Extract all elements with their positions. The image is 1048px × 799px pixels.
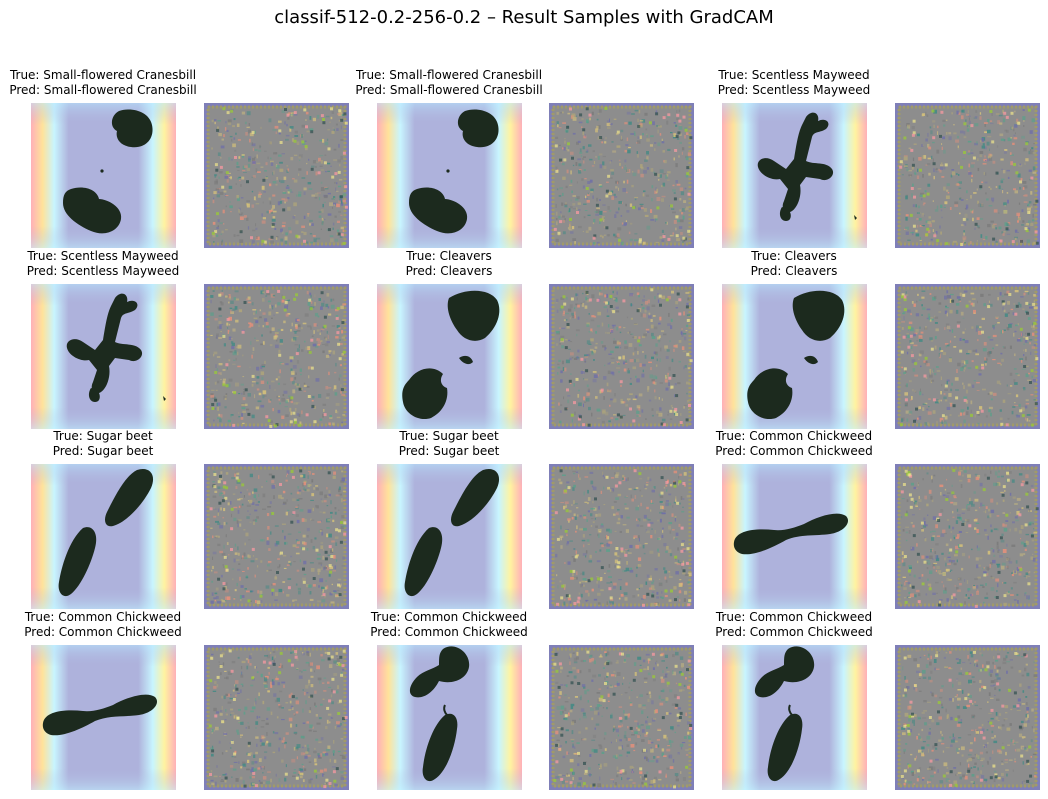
plant-silhouette: [733, 513, 849, 555]
true-label: True: Common Chickweed: [715, 429, 873, 443]
gradcam-heatmap: [549, 284, 694, 429]
pred-label: Pred: Small-flowered Cranesbill: [355, 83, 543, 97]
plant-sample-image: [377, 464, 522, 609]
sample-caption: True: Scentless Mayweed Pred: Scentless M…: [679, 68, 909, 98]
pred-label: Pred: Cleavers: [750, 264, 838, 278]
plant-silhouette: [402, 290, 500, 420]
plant-silhouette: [757, 112, 857, 221]
true-label: True: Common Chickweed: [370, 610, 528, 624]
plant-sample-image: [31, 464, 176, 609]
sample-caption: True: Cleavers Pred: Cleavers: [334, 249, 564, 279]
gradcam-heatmap: [895, 103, 1040, 248]
true-label: True: Cleavers: [751, 249, 837, 263]
plant-silhouette: [754, 646, 815, 782]
plant-sample-image: [722, 103, 867, 248]
true-label: True: Scentless Mayweed: [718, 68, 870, 82]
gradcam-heatmap: [549, 645, 694, 790]
pred-label: Pred: Sugar beet: [398, 444, 500, 458]
plant-sample-image: [31, 645, 176, 790]
true-label: True: Common Chickweed: [24, 610, 182, 624]
true-label: True: Sugar beet: [399, 429, 499, 443]
pred-label: Pred: Small-flowered Cranesbill: [9, 83, 197, 97]
gradcam-heatmap: [204, 645, 349, 790]
gradcam-heatmap: [549, 103, 694, 248]
plant-sample-image: [722, 645, 867, 790]
plant-sample-image: [722, 464, 867, 609]
sample-caption: True: Sugar beet Pred: Sugar beet: [0, 429, 218, 459]
plant-silhouette: [66, 293, 166, 402]
sample-caption: True: Common Chickweed Pred: Common Chick…: [679, 429, 909, 459]
plant-sample-image: [722, 284, 867, 429]
sample-caption: True: Small-flowered Cranesbill Pred: Sma…: [334, 68, 564, 98]
sample-caption: True: Sugar beet Pred: Sugar beet: [334, 429, 564, 459]
plant-sample-image: [377, 284, 522, 429]
plant-sample-image: [377, 645, 522, 790]
pred-label: Pred: Common Chickweed: [715, 444, 873, 458]
plant-silhouette: [409, 646, 470, 782]
figure-title: classif-512-0.2-256-0.2 – Result Samples…: [274, 7, 774, 28]
plant-sample-image: [31, 284, 176, 429]
pred-label: Pred: Common Chickweed: [24, 625, 182, 639]
pred-label: Pred: Cleavers: [405, 264, 493, 278]
plant-silhouette: [409, 109, 499, 234]
pred-label: Pred: Scentless Mayweed: [26, 264, 180, 278]
true-label: True: Common Chickweed: [715, 610, 873, 624]
plant-silhouette: [747, 290, 845, 420]
sample-caption: True: Common Chickweed Pred: Common Chick…: [679, 610, 909, 640]
pred-label: Pred: Common Chickweed: [370, 625, 528, 639]
sample-caption: True: Common Chickweed Pred: Common Chick…: [334, 610, 564, 640]
pred-label: Pred: Common Chickweed: [715, 625, 873, 639]
gradcam-heatmap: [204, 284, 349, 429]
gradcam-heatmap: [204, 464, 349, 609]
sample-caption: True: Cleavers Pred: Cleavers: [679, 249, 909, 279]
sample-caption: True: Small-flowered Cranesbill Pred: Sma…: [0, 68, 218, 98]
plant-silhouette: [58, 468, 154, 597]
true-label: True: Sugar beet: [53, 429, 153, 443]
true-label: True: Small-flowered Cranesbill: [9, 68, 197, 82]
gradcam-heatmap: [895, 645, 1040, 790]
plant-sample-image: [31, 103, 176, 248]
true-label: True: Scentless Mayweed: [27, 249, 179, 263]
sample-caption: True: Common Chickweed Pred: Common Chick…: [0, 610, 218, 640]
pred-label: Pred: Sugar beet: [52, 444, 154, 458]
gradcam-heatmap: [895, 464, 1040, 609]
true-label: True: Small-flowered Cranesbill: [355, 68, 543, 82]
true-label: True: Cleavers: [406, 249, 492, 263]
plant-sample-image: [377, 103, 522, 248]
gradcam-heatmap: [549, 464, 694, 609]
plant-silhouette: [42, 694, 158, 736]
plant-silhouette: [404, 468, 500, 597]
sample-caption: True: Scentless Mayweed Pred: Scentless M…: [0, 249, 218, 279]
pred-label: Pred: Scentless Mayweed: [717, 83, 871, 97]
gradcam-heatmap: [895, 284, 1040, 429]
plant-silhouette: [63, 109, 153, 234]
gradcam-heatmap: [204, 103, 349, 248]
